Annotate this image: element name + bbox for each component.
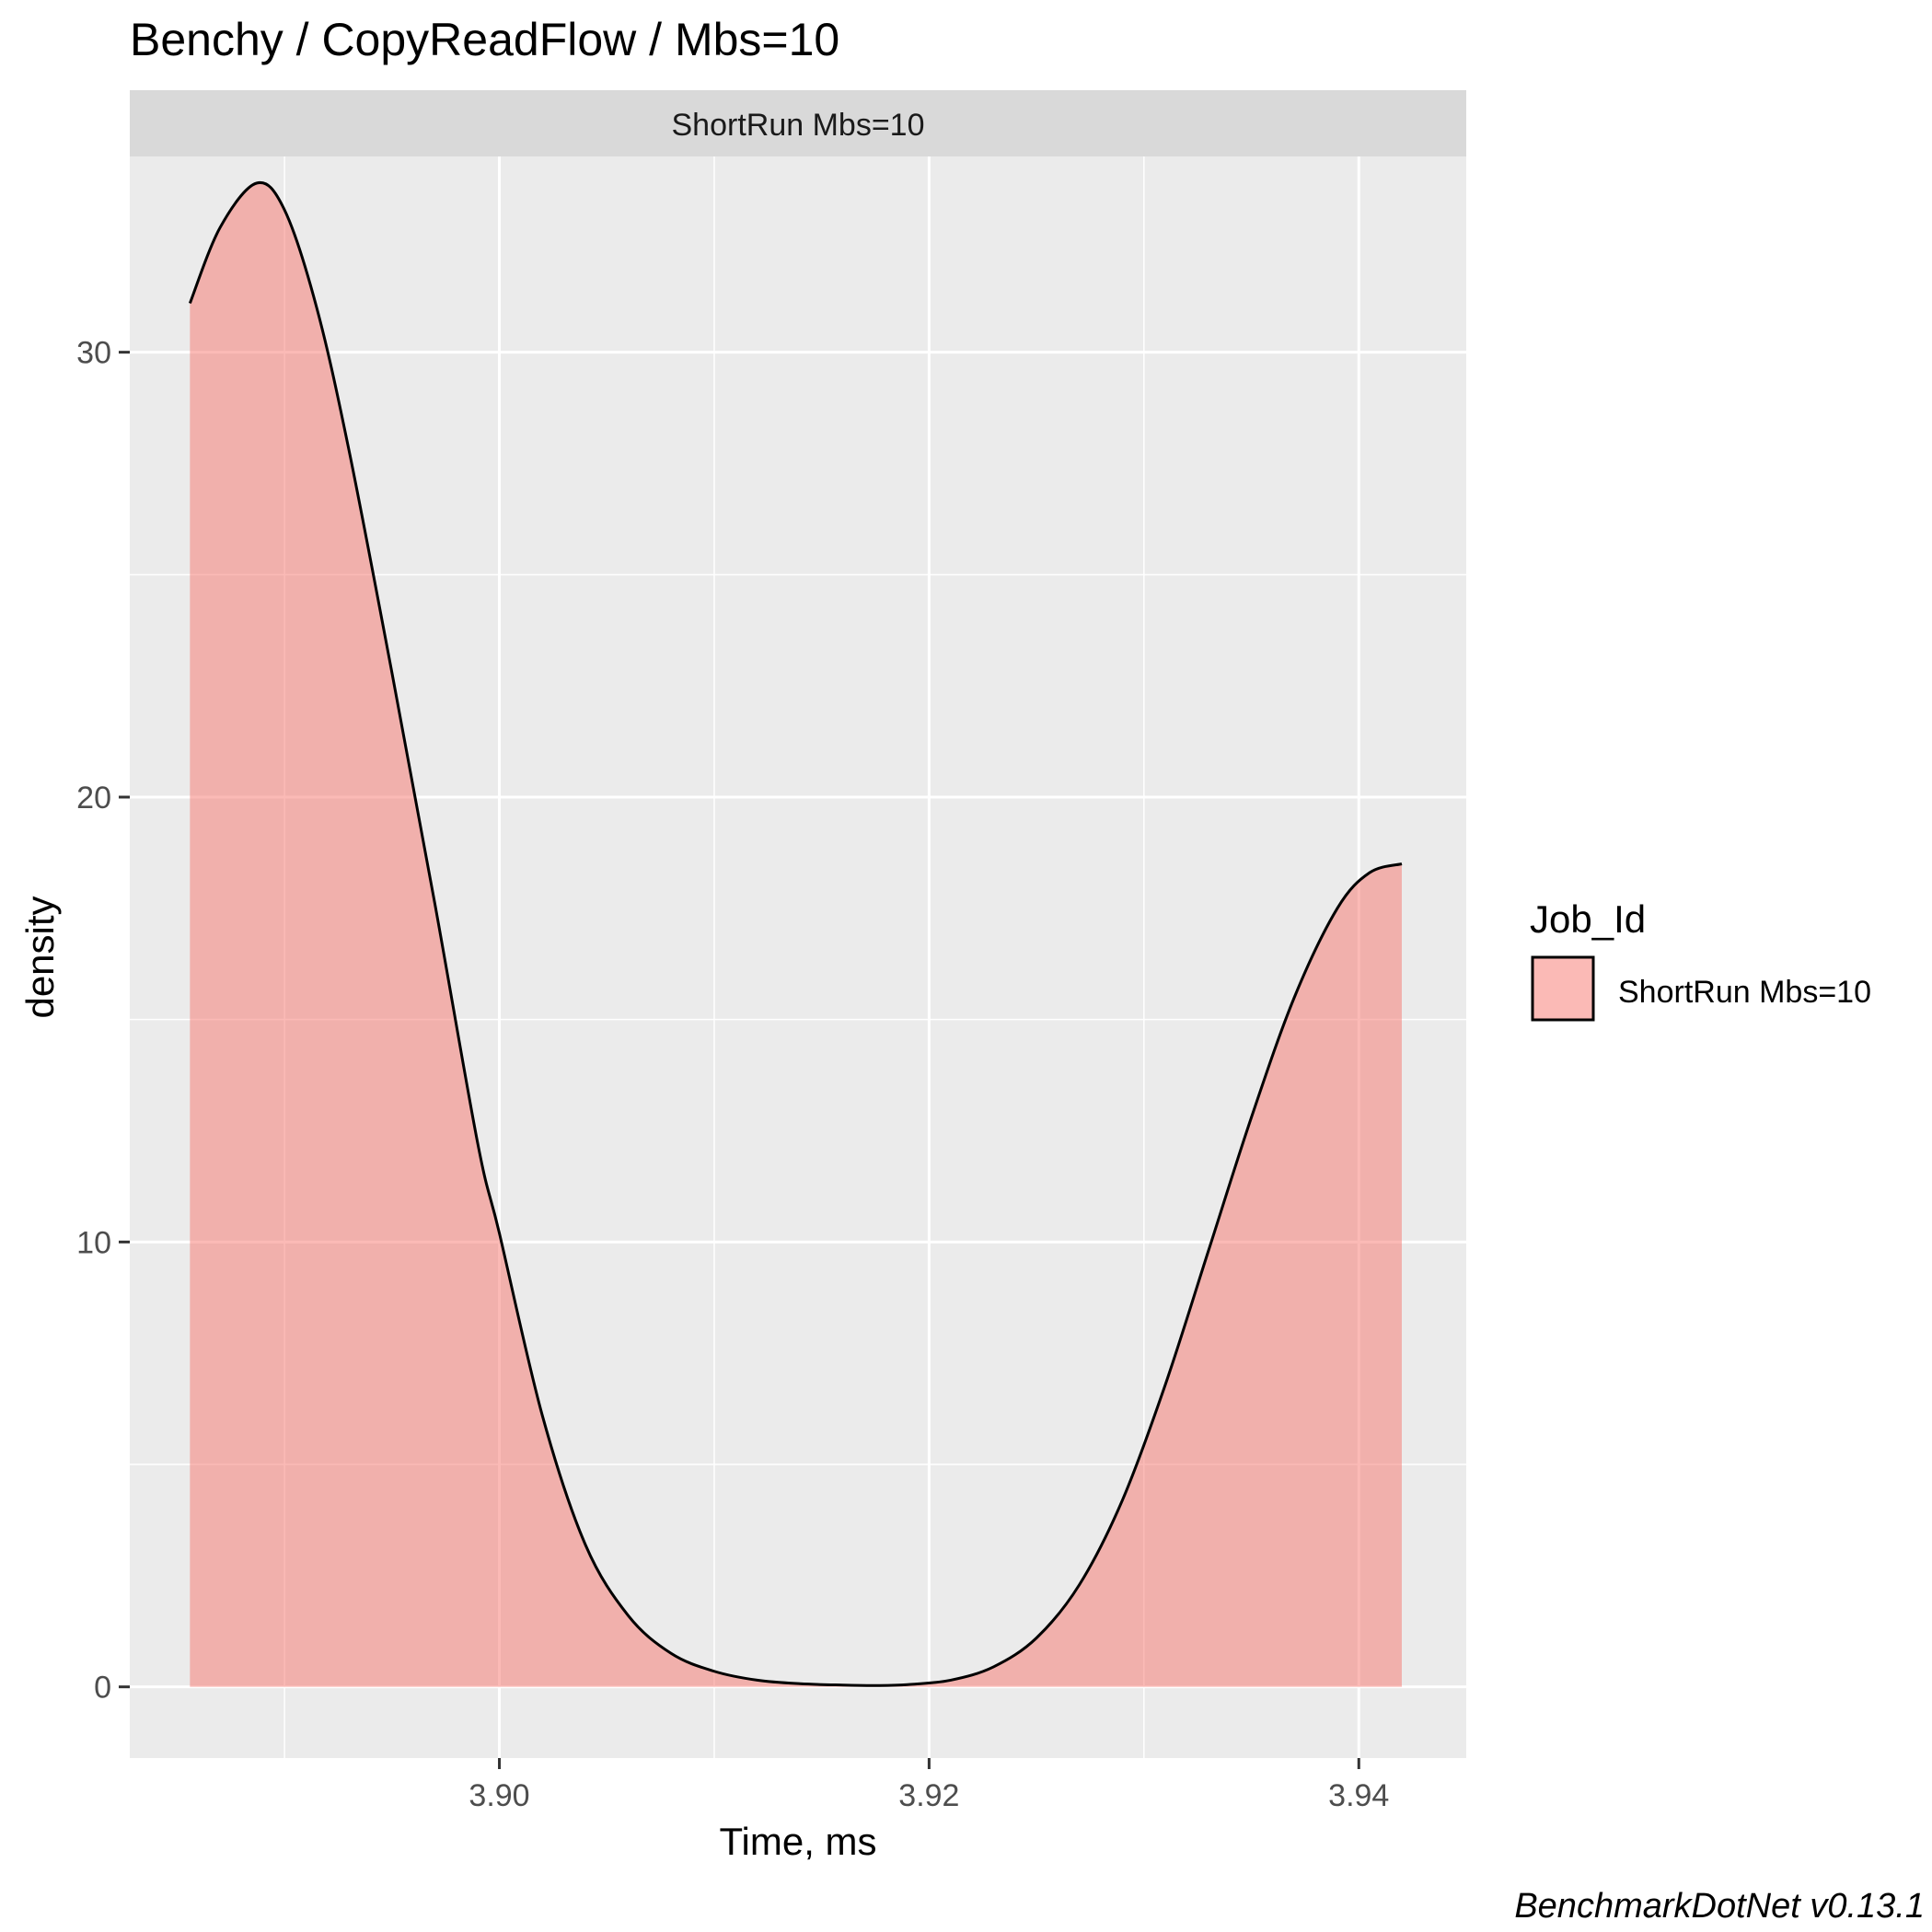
legend: Job_Id ShortRun Mbs=10 (1530, 897, 1871, 1022)
legend-entry-label: ShortRun Mbs=10 (1618, 975, 1871, 1010)
y-tick-label-1: 10 (76, 1225, 111, 1260)
y-tick-label-2: 20 (76, 781, 111, 816)
facet-strip (130, 90, 1466, 156)
x-axis: 3.90 3.92 3.94 (469, 1758, 1389, 1813)
y-tick-label-3: 30 (76, 336, 111, 371)
density-line (188, 180, 1403, 1687)
legend-swatch (1531, 955, 1595, 1022)
x-tick-label-1: 3.92 (898, 1778, 959, 1813)
y-axis-label: density (18, 896, 62, 1018)
y-tick-label-0: 0 (94, 1671, 111, 1706)
x-tick-label-2: 3.94 (1328, 1778, 1389, 1813)
footer-caption: BenchmarkDotNet v0.13.1 (1514, 1887, 1925, 1926)
x-tick-label-0: 3.90 (469, 1778, 529, 1813)
legend-title: Job_Id (1530, 897, 1646, 941)
x-axis-label: Time, ms (719, 1820, 876, 1863)
y-axis: 0 10 20 30 (76, 336, 130, 1706)
facet-label: ShortRun Mbs=10 (672, 108, 925, 143)
density-area (190, 182, 1402, 1687)
chart-title: Benchy / CopyReadFlow / Mbs=10 (130, 14, 839, 65)
